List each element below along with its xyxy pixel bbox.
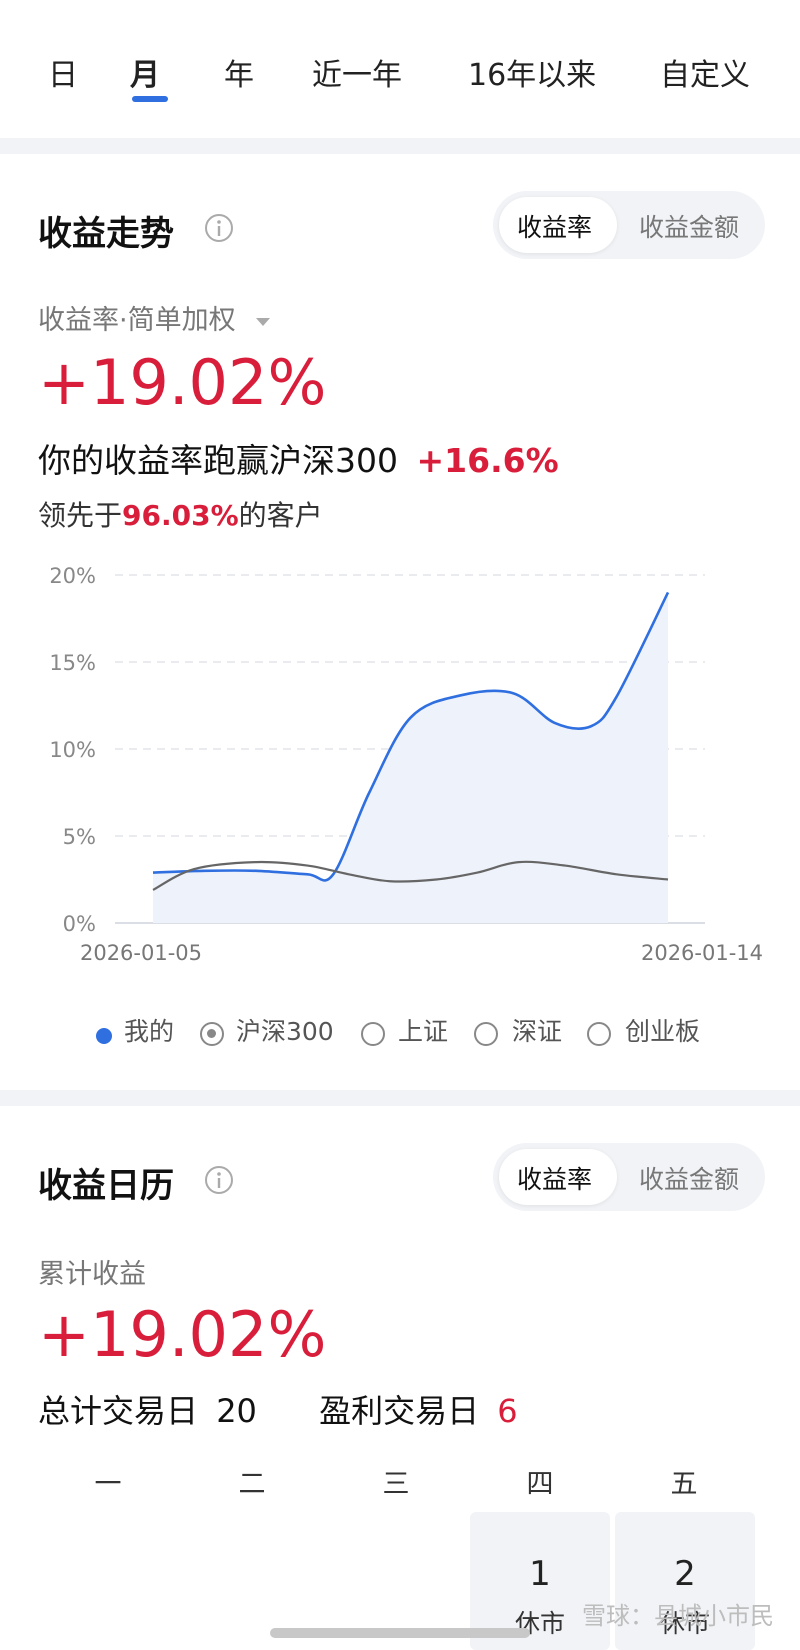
legend-hs300[interactable]: 沪深300 (236, 1017, 334, 1046)
tab-month[interactable]: 月 (130, 58, 160, 93)
legend-dot-mine (96, 1028, 112, 1044)
trend-return-value: +19.02% (38, 346, 327, 419)
profit-days-value: 6 (497, 1392, 518, 1430)
info-icon[interactable] (204, 1165, 234, 1195)
weighting-label: 收益率·简单加权 (38, 305, 236, 336)
calendar-return-value: +19.02% (38, 1298, 327, 1371)
tab-day[interactable]: 日 (48, 58, 78, 93)
section-divider (0, 1090, 800, 1106)
weekday-thu: 四 (526, 1469, 554, 1500)
beat-line: 你的收益率跑赢沪深300 +16.6% (38, 434, 559, 482)
y-tick-label: 15% (49, 651, 96, 675)
lead-value: 96.03% (122, 499, 239, 532)
tab-last-year[interactable]: 近一年 (312, 58, 402, 93)
caret-down-icon (256, 317, 271, 326)
legend-cyb[interactable]: 创业板 (625, 1017, 701, 1046)
weekday-tue: 二 (238, 1469, 266, 1500)
day-number: 1 (529, 1554, 551, 1594)
profit-days-label: 盈利交易日 (319, 1392, 480, 1430)
legend-sz[interactable]: 深证 (512, 1017, 563, 1046)
series-line-hs300 (152, 860, 669, 891)
y-tick-label: 0% (63, 912, 96, 936)
y-tick-label: 10% (49, 738, 96, 762)
legend-mine[interactable]: 我的 (124, 1017, 175, 1046)
info-icon[interactable] (204, 213, 234, 243)
trend-chart: 20% 15% 10% 5% 0% 2026-01-05 2026-01-14 (49, 564, 763, 965)
toggle-selected-bg (499, 1149, 617, 1205)
x-tick-label: 2026-01-05 (80, 941, 202, 965)
section-divider (0, 138, 800, 154)
legend-radio-sz[interactable] (474, 1022, 498, 1046)
legend-sh[interactable]: 上证 (398, 1017, 449, 1046)
cumulative-label: 累计收益 (38, 1259, 146, 1290)
legend-radio-sh[interactable] (361, 1022, 385, 1046)
series-area-mine (153, 592, 668, 923)
y-tick-label: 20% (49, 564, 96, 588)
lead-suffix: 的客户 (238, 499, 323, 532)
legend-radio-hs300[interactable] (200, 1022, 224, 1046)
y-tick-label: 5% (63, 825, 96, 849)
toggle-return-rate[interactable]: 收益率 (517, 1165, 593, 1194)
tab-since-2016[interactable]: 16年以来 (468, 58, 597, 93)
day-status: 休市 (659, 1609, 710, 1638)
home-indicator (270, 1628, 530, 1638)
calendar-mode-toggle: 收益率 收益金额 (493, 1143, 765, 1211)
total-days-label: 总计交易日 (38, 1392, 199, 1430)
trend-mode-toggle: 收益率 收益金额 (493, 191, 765, 259)
tab-year[interactable]: 年 (224, 58, 254, 93)
series-line-mine (152, 591, 670, 882)
watermark: 雪球：县城小市民 (582, 1602, 774, 1630)
calendar-title: 收益日历 (38, 1166, 174, 1206)
trading-days-line: 总计交易日 20 盈利交易日 6 (38, 1386, 518, 1432)
toggle-return-amount[interactable]: 收益金额 (639, 213, 740, 242)
trend-title: 收益走势 (38, 214, 174, 254)
weighting-dropdown[interactable]: 收益率·简单加权 (38, 298, 272, 337)
period-tabs: 日 月 年 近一年 16年以来 自定义 (0, 0, 800, 138)
calendar-day-cell[interactable]: 1 休市 (470, 1512, 610, 1650)
toggle-selected-bg (499, 197, 617, 253)
beat-text: 你的收益率跑赢沪深300 (38, 441, 398, 480)
legend-radio-cyb[interactable] (587, 1022, 611, 1046)
toggle-return-amount[interactable]: 收益金额 (639, 1165, 740, 1194)
calendar-day-cell[interactable]: 2 休市 (615, 1512, 755, 1650)
lead-prefix: 领先于 (38, 499, 123, 532)
active-tab-indicator (132, 96, 168, 102)
lead-line: 领先于96.03%的客户 (38, 494, 323, 534)
total-days-value: 20 (216, 1392, 257, 1430)
day-number: 2 (674, 1554, 696, 1594)
toggle-return-rate[interactable]: 收益率 (517, 213, 593, 242)
chart-legend: 我的 沪深300 上证 深证 创业板 (0, 1012, 800, 1052)
weekday-mon: 一 (94, 1469, 122, 1500)
weekday-fri: 五 (670, 1469, 698, 1500)
x-tick-label: 2026-01-14 (641, 941, 763, 965)
tab-custom[interactable]: 自定义 (660, 58, 750, 93)
beat-value: +16.6% (416, 441, 559, 480)
weekday-wed: 三 (382, 1469, 410, 1500)
